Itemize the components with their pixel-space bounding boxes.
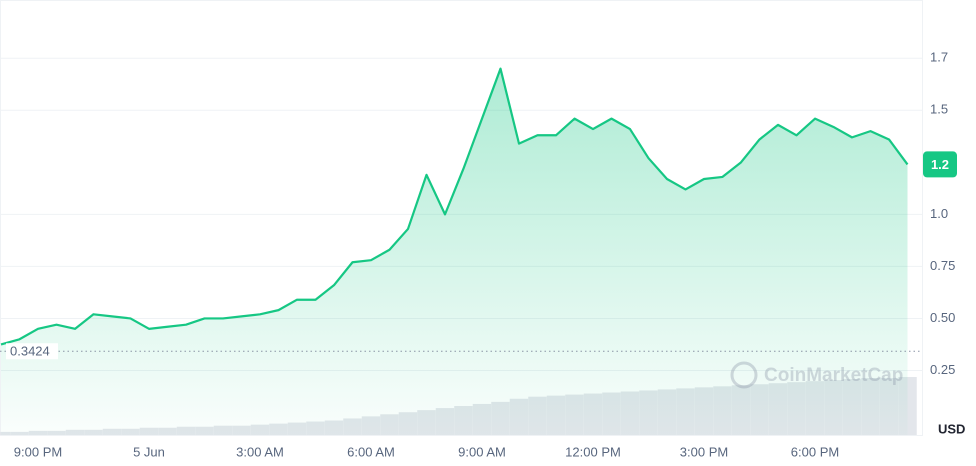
baseline-label: 0.3424 xyxy=(10,344,50,359)
plot-frame xyxy=(0,0,923,436)
x-tick-label: 5 Jun xyxy=(133,444,165,459)
watermark-logo xyxy=(730,361,758,389)
baseline-label-bg xyxy=(6,343,58,360)
x-tick-label: 9:00 PM xyxy=(14,444,62,459)
unit-label: USD xyxy=(938,421,965,436)
price-badge xyxy=(923,151,957,178)
watermark: CoinMarketCap xyxy=(730,361,903,389)
y-tick-label: 1.0 xyxy=(930,206,948,221)
x-tick-label: 3:00 AM xyxy=(236,444,284,459)
y-tick-label: 1.5 xyxy=(930,102,948,117)
price-badge-label: 1.2 xyxy=(931,157,949,172)
x-tick-label: 12:00 PM xyxy=(565,444,621,459)
y-tick-label: 0.25 xyxy=(930,362,955,377)
x-tick-label: 3:00 PM xyxy=(680,444,728,459)
price-area xyxy=(1,68,908,436)
x-tick-label: 6:00 AM xyxy=(347,444,395,459)
watermark-text: CoinMarketCap xyxy=(764,365,903,386)
y-tick-label: 1.7 xyxy=(930,50,948,65)
x-tick-label: 9:00 AM xyxy=(458,444,506,459)
price-line xyxy=(0,67,909,346)
y-tick-label: 0.75 xyxy=(930,258,955,273)
y-tick-label: 0.50 xyxy=(930,310,955,325)
x-tick-label: 6:00 PM xyxy=(791,444,839,459)
